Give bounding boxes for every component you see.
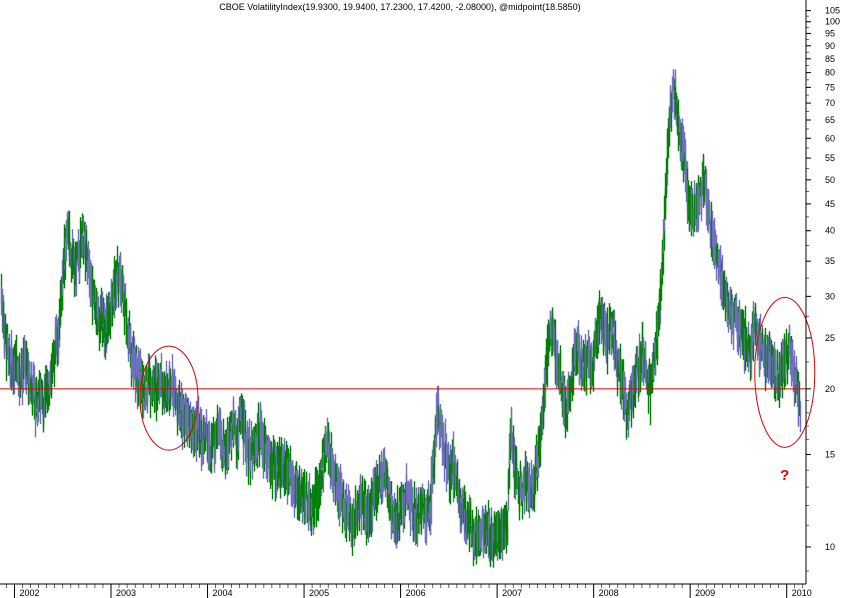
y-tick-label: 75 xyxy=(825,82,835,92)
x-tick-label: 2003 xyxy=(116,588,136,598)
y-tick-label: 15 xyxy=(825,449,835,459)
x-tick-label: 2006 xyxy=(406,588,426,598)
price-bars-layer xyxy=(0,69,802,568)
highlight-ellipse xyxy=(139,345,199,451)
y-tick-label: 70 xyxy=(825,98,835,108)
y-tick-label: 25 xyxy=(825,333,835,343)
y-tick-label: 20 xyxy=(825,384,835,394)
annotations-layer: ? xyxy=(139,296,816,484)
y-tick-label: 105 xyxy=(825,6,840,16)
x-tick-label: 2010 xyxy=(792,588,812,598)
y-tick-label: 50 xyxy=(825,175,835,185)
x-tick-label: 2009 xyxy=(695,588,715,598)
y-tick-label: 60 xyxy=(825,133,835,143)
y-tick-label: 30 xyxy=(825,291,835,301)
question-mark-annotation: ? xyxy=(780,467,789,484)
y-tick-label: 65 xyxy=(825,115,835,125)
y-tick-label: 40 xyxy=(825,226,835,236)
y-tick-label: 10 xyxy=(825,542,835,552)
x-tick-label: 2007 xyxy=(502,588,522,598)
x-tick-label: 2004 xyxy=(213,588,233,598)
x-tick-label: 2008 xyxy=(599,588,619,598)
y-tick-label: 35 xyxy=(825,256,835,266)
y-tick-label: 45 xyxy=(825,199,835,209)
y-tick-label: 80 xyxy=(825,68,835,78)
highlight-ellipse xyxy=(754,296,816,448)
y-tick-label: 90 xyxy=(825,41,835,51)
y-axis: 10 15 20 25 30 35 40 45 50 55 60 65 70 75 80 85 90 951001… xyxy=(806,6,840,572)
y-tick-label: 95 xyxy=(825,28,835,38)
x-tick-label: 2005 xyxy=(309,588,329,598)
x-tick-label: 2002 xyxy=(19,588,39,598)
chart-title: CBOE VolatilityIndex(19.9300, 19.9400, 1… xyxy=(219,2,580,12)
y-tick-label: 55 xyxy=(825,153,835,163)
y-tick-label: 85 xyxy=(825,54,835,64)
x-axis: 2002 2003 2004 2005 2006 2007 2008 2009 2010 xyxy=(6,584,812,598)
y-tick-label: 100 xyxy=(825,17,840,27)
